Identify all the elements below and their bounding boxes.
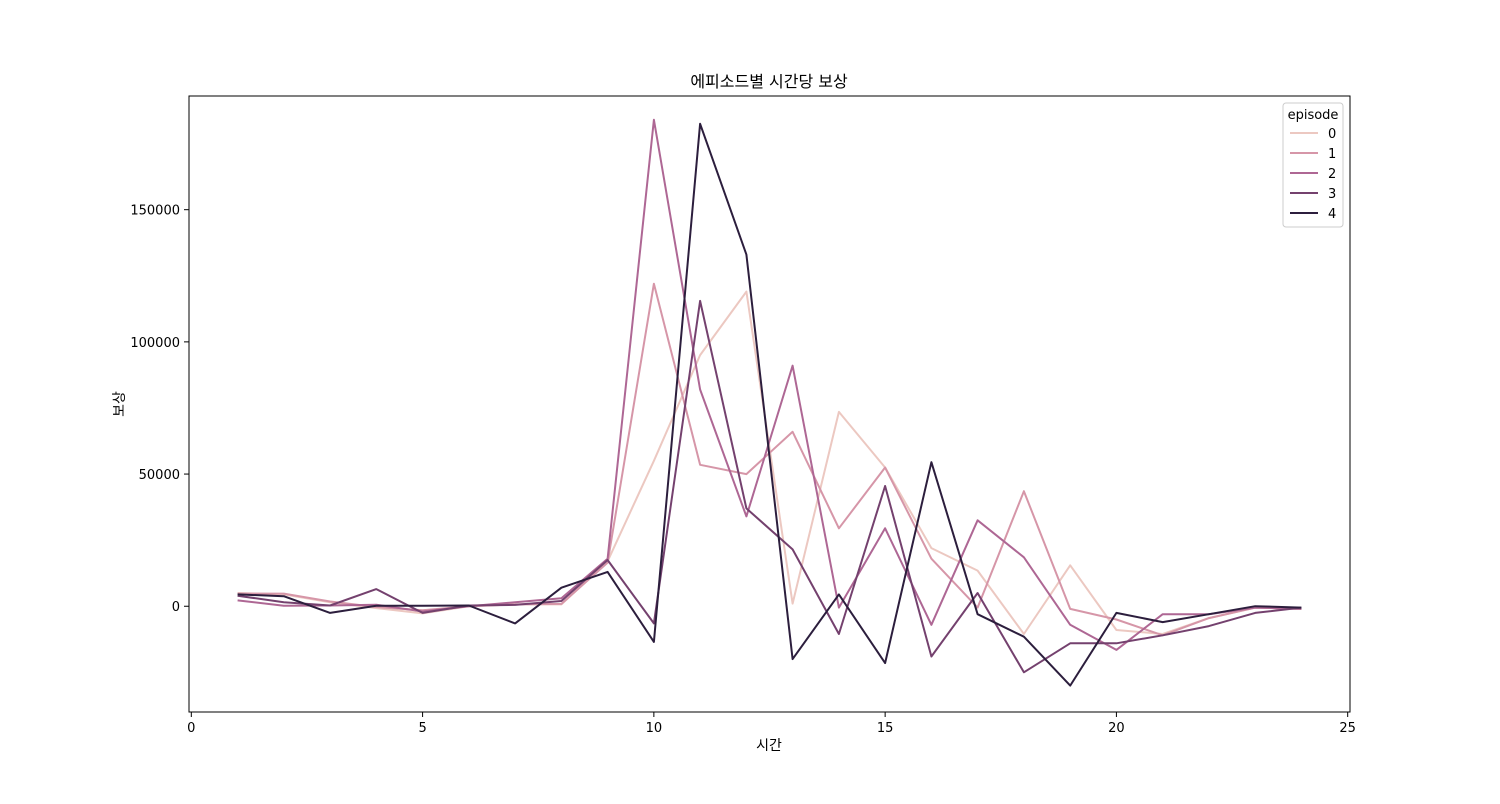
x-tick-label: 10 (646, 721, 663, 736)
plot-frame (188, 95, 1351, 713)
x-tick-label: 15 (877, 721, 894, 736)
x-axis: 0 5 10 15 20 25 (187, 712, 1356, 736)
legend-label: 1 (1328, 147, 1336, 162)
x-tick-label: 25 (1339, 721, 1356, 736)
x-tick-label: 20 (1108, 721, 1125, 736)
series-line-episode-4 (237, 122, 1302, 687)
legend-label: 0 (1328, 127, 1336, 142)
legend-items: 0 1 2 3 4 (1290, 127, 1336, 222)
series-line-episode-2 (237, 118, 1302, 651)
x-tick-label: 0 (187, 721, 195, 736)
series-line-episode-0 (237, 290, 1302, 635)
legend-title: episode (1288, 108, 1339, 123)
legend: episode 0 1 2 3 4 (1282, 102, 1344, 228)
y-axis: 0 50000 100000 150000 (130, 204, 189, 615)
x-axis-label: 시간 (756, 738, 782, 754)
legend-label: 3 (1328, 187, 1336, 202)
x-tick-label: 5 (418, 721, 426, 736)
y-tick-label: 100000 (130, 336, 180, 351)
chart-title: 에피소드별 시간당 보상 (690, 72, 848, 91)
y-axis-label: 보상 (112, 391, 128, 417)
y-tick-label: 0 (172, 600, 180, 615)
legend-label: 2 (1328, 167, 1336, 182)
legend-label: 4 (1328, 207, 1336, 222)
y-tick-label: 50000 (139, 468, 180, 483)
series-lines (237, 118, 1302, 687)
series-line-episode-3 (237, 299, 1302, 674)
y-tick-label: 150000 (130, 204, 180, 219)
